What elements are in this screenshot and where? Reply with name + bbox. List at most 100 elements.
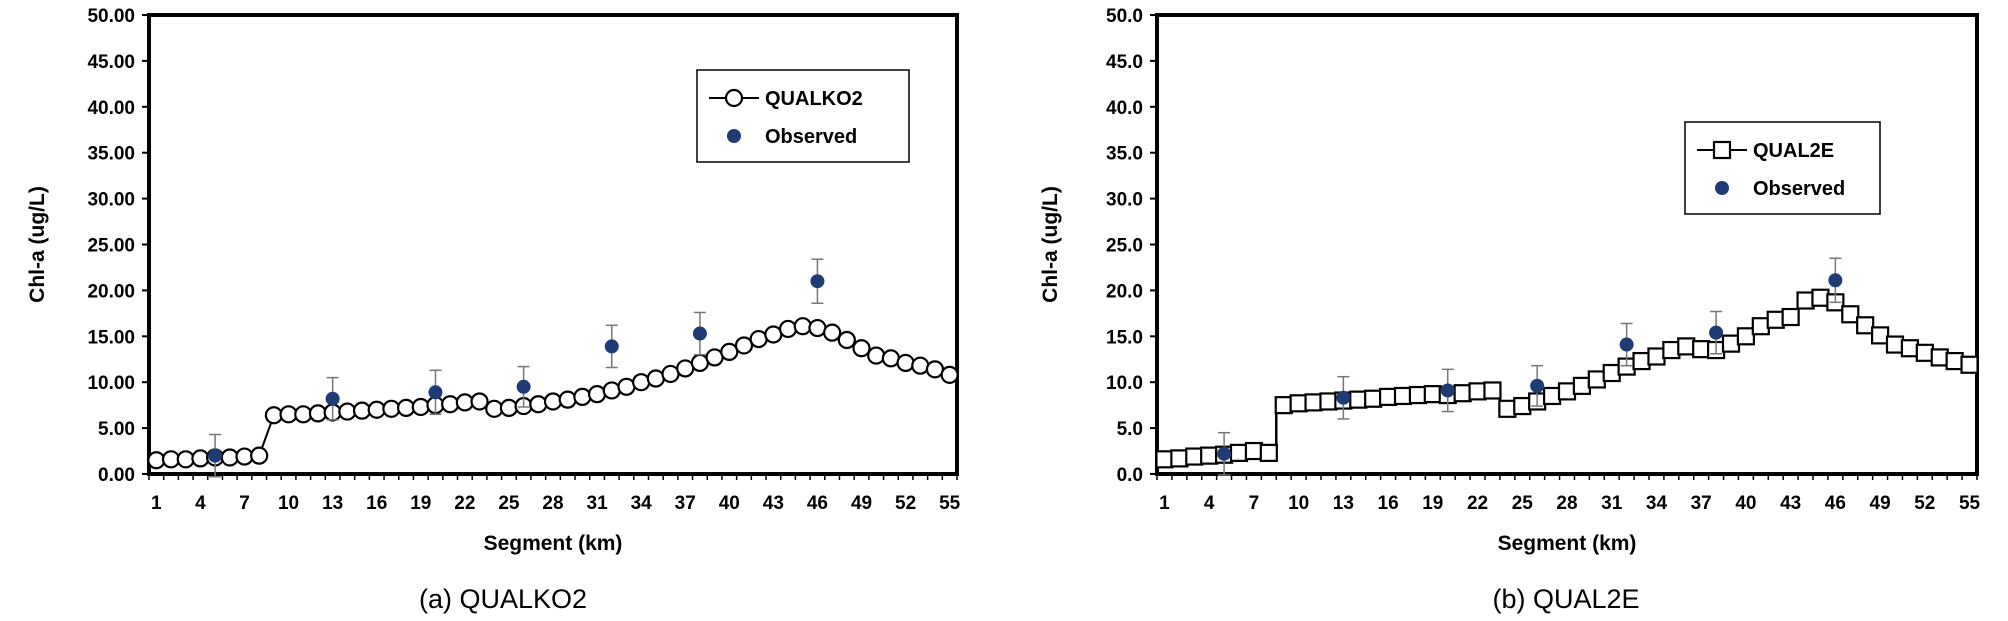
qualko2-point [837,330,856,350]
x-tick-label: 16 [1378,493,1399,514]
x-tick-label: 28 [1556,493,1577,514]
qual2e-point [1498,399,1517,418]
qual2e-point [1364,389,1383,408]
qualko2-point [235,447,254,466]
qualko2-point [396,398,416,418]
y-axis-title: Chl-a (ug/L) [26,186,49,303]
qual2e-point [1408,385,1428,405]
qualko2-point [911,356,930,375]
qual2e-point [1274,396,1293,415]
qualko2-point [441,395,460,414]
qualko2-point [308,404,328,423]
y-tick-label: 0.0 [1117,465,1143,486]
observed-point [516,379,531,394]
observed-point [1709,325,1724,340]
observed-point [1217,446,1232,461]
x-tick-label: 13 [322,493,343,514]
y-tick-label: 35.00 [87,144,135,165]
legend-model-label: QUALKO2 [765,88,863,110]
qualko2-point [867,346,886,365]
observed-point [1336,390,1351,405]
y-tick-label: 25.00 [87,236,135,257]
qual2e-point [1796,291,1815,310]
qual2e-point [1811,288,1830,307]
x-tick-label: 55 [939,493,961,514]
legend-box [1684,121,1881,215]
x-tick-label: 16 [366,493,387,514]
observed-point [604,339,619,354]
y-tick-label: 10.0 [1106,373,1143,394]
x-tick-label: 10 [1288,493,1309,514]
x-tick-label: 37 [675,493,696,514]
y-tick-label: 45.0 [1106,52,1143,73]
qual2e-point [1736,327,1756,346]
y-tick-label: 45.00 [87,52,135,73]
qualko2-point [382,399,401,418]
qual2e-point [1259,443,1278,462]
x-tick-label: 25 [498,493,520,514]
qual2e-point [1856,316,1875,335]
legend-square-marker [1712,140,1732,160]
qualko2-point [573,387,592,406]
qual2e-point [1647,347,1666,366]
x-tick-label: 55 [1959,493,1981,514]
chart-caption: (b) QUAL2E [1492,584,1639,614]
x-tick-label: 10 [278,493,299,514]
y-tick-label: 5.00 [98,419,135,440]
x-tick-label: 19 [410,493,431,514]
qual2e-point [1304,393,1323,412]
y-tick-label: 0.00 [98,465,135,486]
chart-caption: (a) QUALKO2 [419,584,587,614]
y-tick-label: 30.00 [87,190,135,211]
qualko2-point [587,385,607,404]
qualko2-point [808,318,827,338]
qual2e-point [1483,381,1502,400]
x-tick-label: 31 [587,493,609,514]
qual2e-point [1453,384,1472,403]
qual2e-point [1170,449,1189,468]
qualko2-point [749,329,768,349]
qualko2-point [338,402,357,421]
qual2e-point [1692,340,1711,359]
x-tick-label: 49 [1870,493,1891,514]
x-tick-label: 43 [1780,493,1801,514]
qualko2-point [191,449,210,468]
qual2e-point [1185,447,1204,466]
qual2e-point [1513,396,1532,416]
observed-point [692,326,707,341]
qualko2-point [529,395,548,414]
qualko2-point [367,400,386,419]
x-tick-label: 52 [1914,493,1935,514]
qualko2-point [352,401,372,420]
x-axis-title: Segment (km) [1498,532,1637,555]
y-tick-label: 15.00 [87,327,135,348]
qual2e-point [1229,443,1249,462]
y-tick-label: 10.00 [87,373,135,394]
qual2e-point [1781,307,1800,327]
qualko2-point [646,369,665,388]
observed-point [1440,383,1455,398]
qual2e-point [1155,450,1174,469]
x-tick-label: 34 [631,493,653,514]
y-tick-label: 35.0 [1106,144,1143,165]
qualko2-point [470,392,489,411]
x-tick-label: 37 [1691,493,1712,514]
qualko2-point [720,342,739,362]
observed-point [810,274,825,289]
qualko2-point [147,451,166,470]
qual2e-point [1468,382,1487,401]
qual2e-point [1423,385,1442,404]
qualko2-point [411,397,430,417]
chart-panel-b: 0.0 5.0 10.0 15.0 20.0 25.0 30.0 35.0 40.0 45.0 50… [1039,6,1981,614]
legend-model-label: QUAL2E [1753,140,1834,162]
x-tick-label: 1 [1159,493,1170,514]
x-tick-label: 4 [195,493,206,514]
qual2e-point [1200,446,1219,465]
observed-point [428,385,443,400]
qual2e-point [1662,340,1681,360]
x-tick-label: 40 [1735,493,1756,514]
qual2e-point [1632,351,1651,371]
qualko2-point [940,365,959,384]
legend-observed-label: Observed [1753,178,1845,200]
legend-box [696,69,910,163]
